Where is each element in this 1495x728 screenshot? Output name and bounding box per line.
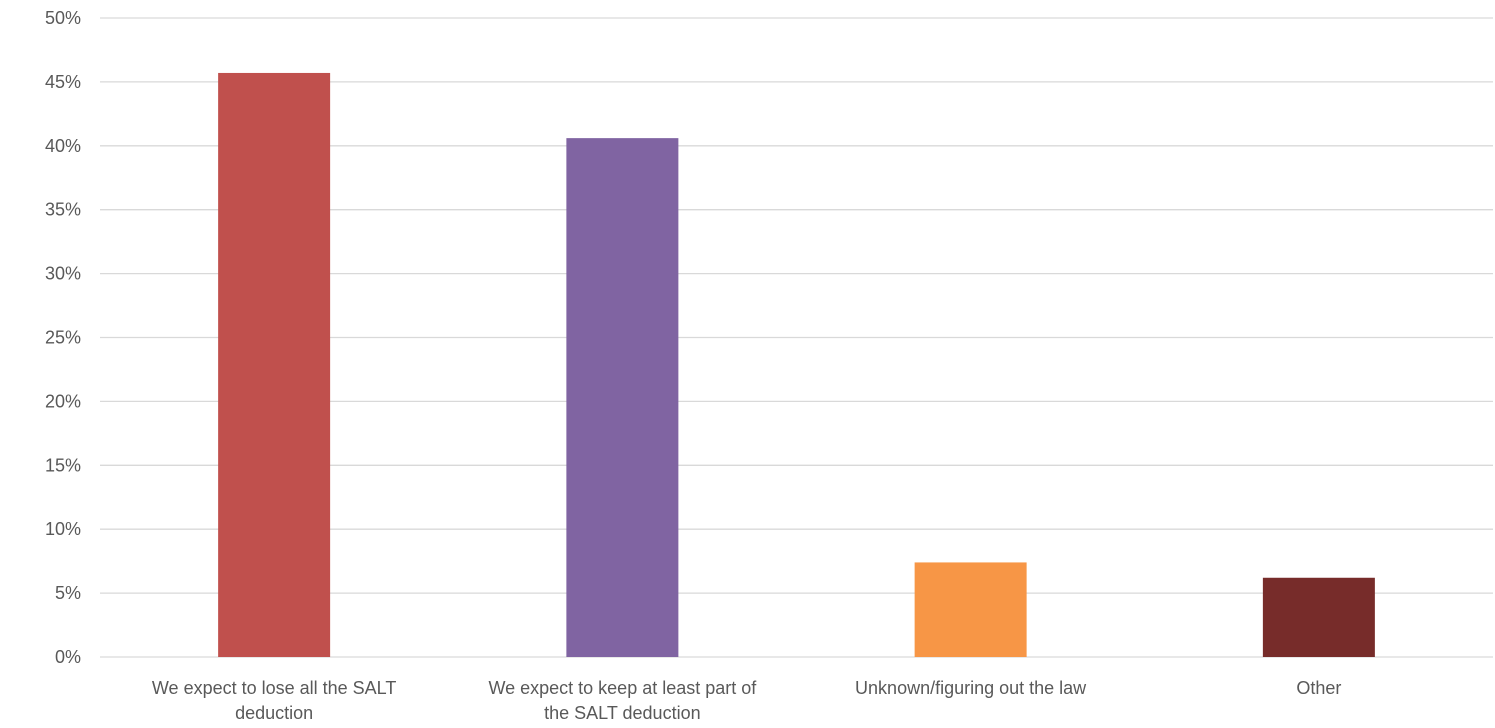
y-axis-tick-labels: 0% 5% 10% 15% 20% 25% 30% 35% 40% 45% 50% — [45, 8, 81, 667]
y-tick-label: 35% — [45, 200, 81, 220]
x-category-label: We expect to lose all the SALT deduction — [152, 678, 396, 723]
y-tick-label: 40% — [45, 136, 81, 156]
x-category-label: We expect to keep at least part of the SA… — [488, 678, 757, 723]
y-tick-label: 30% — [45, 264, 81, 284]
y-tick-label: 15% — [45, 455, 81, 475]
x-category-label-line: Unknown/figuring out the law — [855, 678, 1087, 698]
bar — [914, 562, 1027, 657]
y-tick-label: 5% — [55, 583, 81, 603]
bar — [218, 72, 331, 658]
x-category-label-line: We expect to keep at least part of — [488, 678, 757, 698]
y-tick-label: 20% — [45, 391, 81, 411]
y-tick-label: 0% — [55, 647, 81, 667]
gridlines — [100, 17, 1493, 658]
x-category-label-line: We expect to lose all the SALT — [152, 678, 396, 698]
y-tick-label: 45% — [45, 72, 81, 92]
bar — [566, 138, 679, 657]
bars — [218, 72, 1375, 658]
bar — [1262, 577, 1375, 657]
x-category-label: Unknown/figuring out the law — [855, 678, 1087, 698]
x-axis-category-labels: We expect to lose all the SALT deductionW… — [152, 678, 1342, 723]
y-tick-label: 10% — [45, 519, 81, 539]
x-category-label: Other — [1296, 678, 1341, 698]
x-category-label-line: Other — [1296, 678, 1341, 698]
y-tick-label: 50% — [45, 8, 81, 28]
x-category-label-line: the SALT deduction — [544, 703, 700, 723]
x-category-label-line: deduction — [235, 703, 313, 723]
y-tick-label: 25% — [45, 328, 81, 348]
